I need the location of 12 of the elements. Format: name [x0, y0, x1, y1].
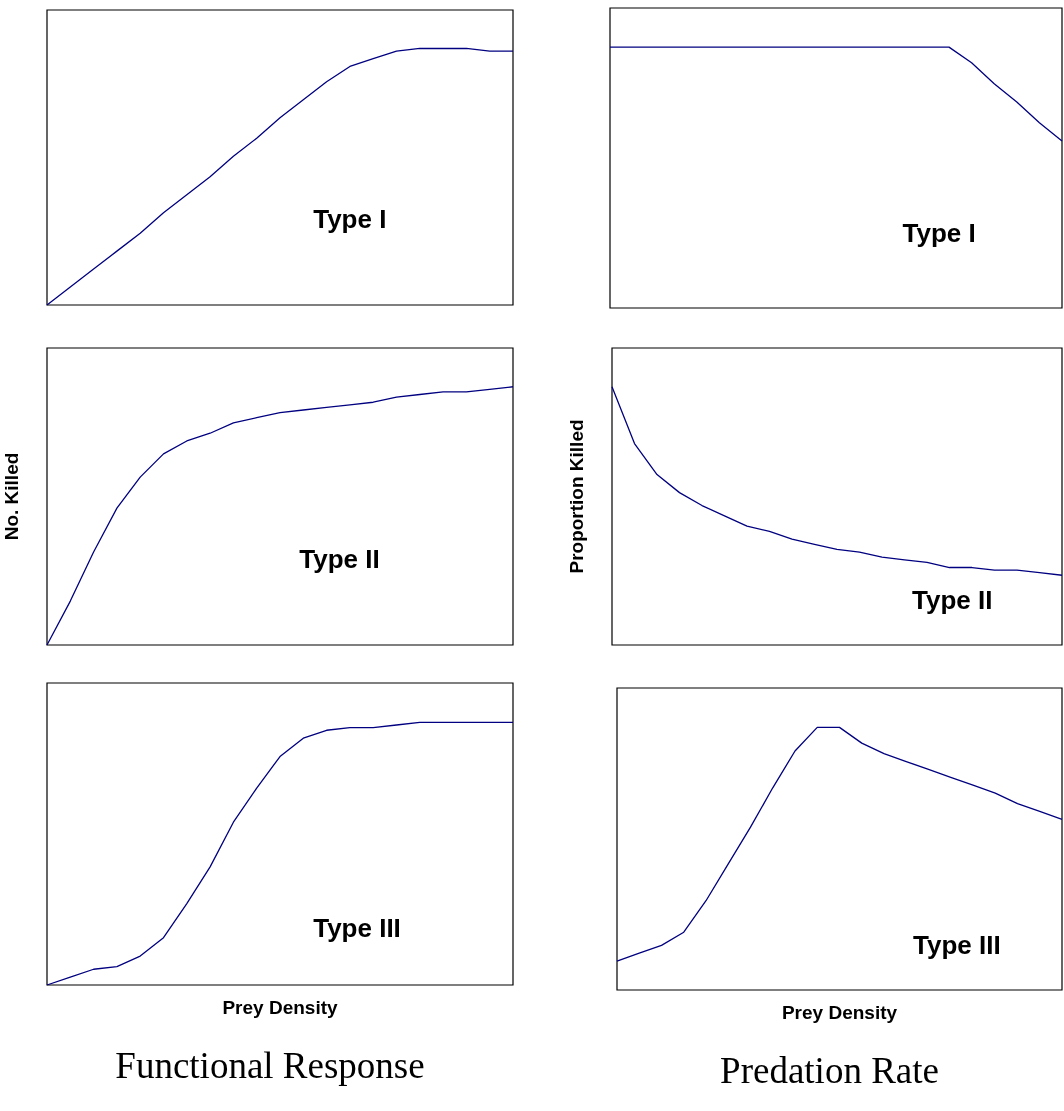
text: Predation Rate [720, 1049, 939, 1091]
x-axis-title: Prey Density [222, 996, 338, 1018]
annotation: Type I [902, 218, 976, 248]
annotation: Type III [313, 912, 401, 943]
annotation: Type III [913, 929, 1001, 960]
x-axis-title: Prey Density [781, 1001, 898, 1023]
annotation: Type II [299, 543, 380, 574]
y-axis-title: No. Killed [0, 452, 22, 541]
y-axis-title: Proportion Killed [565, 419, 587, 574]
text: Functional Response [115, 1044, 425, 1086]
annotation: Type I [313, 204, 387, 235]
annotation: Type II [912, 585, 993, 616]
